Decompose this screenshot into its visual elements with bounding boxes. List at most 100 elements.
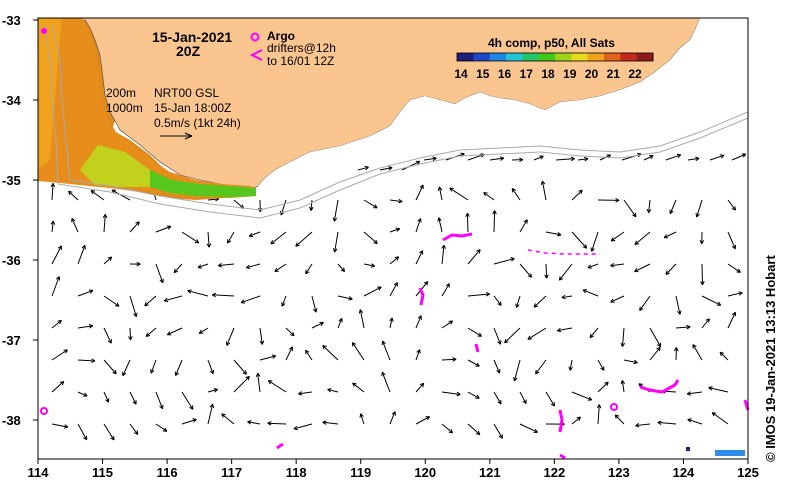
current-arrow bbox=[610, 231, 625, 242]
current-arrow bbox=[207, 403, 215, 425]
current-arrow bbox=[467, 359, 480, 367]
current-arrow bbox=[363, 286, 382, 297]
current-arrow bbox=[535, 359, 547, 375]
current-arrow bbox=[77, 244, 86, 265]
current-arrow bbox=[511, 157, 524, 163]
current-arrow bbox=[493, 327, 502, 345]
sst-colorbar bbox=[456, 52, 654, 62]
colorbar-segment bbox=[522, 53, 540, 61]
current-arrow bbox=[701, 318, 710, 329]
current-arrow bbox=[674, 347, 679, 361]
current-arrow bbox=[695, 199, 703, 218]
current-arrow bbox=[589, 327, 599, 339]
current-arrow bbox=[207, 359, 215, 375]
argo-float bbox=[41, 28, 47, 34]
current-arrow bbox=[221, 413, 235, 425]
scale-label: 0.5m/s (1kt 24h) bbox=[154, 116, 241, 130]
current-arrow bbox=[217, 263, 235, 268]
current-arrow bbox=[337, 317, 343, 329]
colorbar-tick-label: 14 bbox=[454, 67, 468, 81]
current-arrow bbox=[77, 423, 88, 441]
current-arrow bbox=[493, 295, 502, 306]
current-arrow bbox=[483, 191, 495, 201]
current-arrow bbox=[556, 327, 573, 333]
current-arrow bbox=[665, 263, 677, 275]
current-arrow bbox=[281, 295, 287, 307]
current-arrow bbox=[692, 344, 703, 361]
current-arrow bbox=[103, 359, 117, 375]
colorbar-tick-label: 22 bbox=[628, 67, 642, 81]
current-arrow bbox=[665, 153, 682, 161]
colorbar-segment bbox=[571, 53, 589, 61]
current-arrow bbox=[50, 220, 56, 233]
current-arrow bbox=[441, 357, 457, 362]
current-arrow bbox=[163, 295, 183, 303]
isobath-label-200m: 200m bbox=[106, 86, 136, 100]
current-arrow bbox=[577, 156, 589, 162]
current-arrow bbox=[634, 263, 651, 273]
current-arrow bbox=[441, 391, 461, 397]
current-arrow bbox=[649, 327, 662, 348]
current-arrow bbox=[415, 416, 430, 425]
current-arrow bbox=[489, 156, 505, 161]
current-arrow bbox=[492, 210, 497, 233]
current-arrow bbox=[701, 295, 722, 306]
current-arrow bbox=[727, 291, 743, 297]
current-arrow bbox=[77, 391, 88, 397]
current-arrow bbox=[71, 217, 79, 233]
sst-colorbar-ticks: 14 15 16 17 18 19 20 21 22 bbox=[454, 67, 642, 81]
current-arrow bbox=[415, 315, 422, 329]
colorbar-tick-label: 19 bbox=[563, 67, 577, 81]
current-arrow bbox=[467, 292, 491, 297]
lat-tick-label: -38 bbox=[2, 413, 21, 428]
current-arrow bbox=[597, 198, 620, 203]
current-arrow bbox=[379, 166, 393, 171]
drifter-tracks bbox=[40, 28, 750, 460]
current-arrow bbox=[173, 263, 183, 274]
lat-tick-label: -33 bbox=[2, 13, 21, 28]
coast-east bbox=[258, 18, 748, 200]
lon-tick-label: 119 bbox=[350, 465, 371, 480]
current-arrow bbox=[227, 231, 235, 244]
colorbar-tick-label: 15 bbox=[476, 67, 490, 81]
current-arrow bbox=[322, 344, 339, 361]
current-arrow bbox=[465, 212, 470, 233]
current-arrow bbox=[298, 391, 313, 396]
current-arrow bbox=[166, 327, 183, 336]
current-arrow bbox=[363, 199, 378, 209]
latitude-axis: -33 -34 -35 -36 -37 -38 bbox=[2, 13, 38, 428]
colorbar-tick-label: 17 bbox=[520, 67, 534, 81]
current-arrow bbox=[493, 257, 515, 265]
current-arrow bbox=[129, 391, 137, 405]
current-arrow bbox=[511, 187, 521, 201]
current-arrow bbox=[267, 380, 287, 393]
current-arrow bbox=[467, 423, 481, 436]
lon-tick-label: 124 bbox=[673, 465, 695, 480]
colorbar-segment bbox=[538, 53, 556, 61]
drifter-track bbox=[639, 379, 680, 394]
current-arrow bbox=[493, 391, 502, 405]
current-arrow bbox=[181, 418, 197, 425]
current-arrow bbox=[493, 423, 503, 439]
current-arrow bbox=[285, 327, 295, 337]
current-arrow bbox=[129, 423, 139, 435]
current-arrow bbox=[144, 295, 157, 307]
lon-tick-label: 114 bbox=[28, 465, 50, 480]
current-arrow bbox=[51, 276, 61, 297]
scale-arrow-icon bbox=[160, 132, 193, 140]
lon-tick-label: 121 bbox=[479, 465, 501, 480]
current-arrow bbox=[663, 231, 677, 239]
current-arrow bbox=[699, 231, 705, 245]
drifter-legend-label-1: drifters@12h bbox=[267, 41, 336, 55]
current-arrow bbox=[389, 227, 401, 233]
current-arrow bbox=[305, 349, 313, 361]
west-coast-green bbox=[150, 170, 256, 197]
current-arrow bbox=[198, 327, 209, 334]
argo-legend-icon bbox=[250, 32, 260, 42]
argo-float bbox=[40, 407, 48, 415]
current-arrow bbox=[155, 423, 168, 432]
current-arrow bbox=[129, 261, 141, 267]
current-arrow bbox=[610, 263, 625, 268]
colorbar-tick-label: 20 bbox=[585, 67, 599, 81]
current-arrow bbox=[155, 225, 172, 233]
